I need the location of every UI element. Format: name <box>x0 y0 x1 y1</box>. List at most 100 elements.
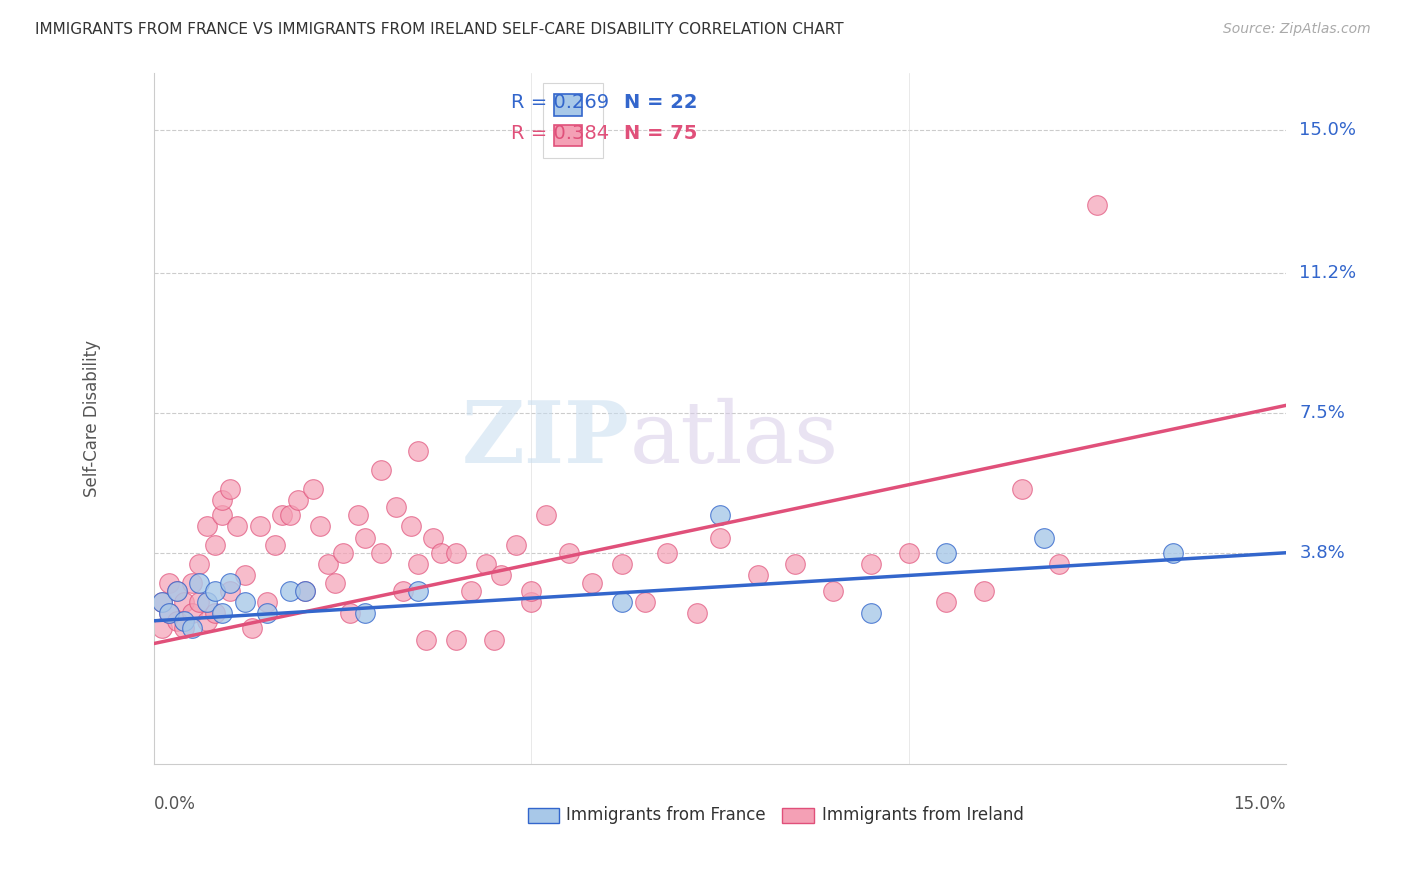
Point <box>520 595 543 609</box>
Point <box>271 508 294 522</box>
Point <box>150 621 173 635</box>
Text: 15.0%: 15.0% <box>1233 795 1285 813</box>
Point <box>610 595 633 609</box>
Point <box>422 531 444 545</box>
Text: 15.0%: 15.0% <box>1299 120 1357 138</box>
Point <box>347 508 370 522</box>
Point <box>204 606 226 620</box>
Point <box>173 621 195 635</box>
Point <box>370 546 392 560</box>
Point <box>1047 557 1070 571</box>
Point <box>392 583 415 598</box>
Text: N = 22: N = 22 <box>624 93 697 112</box>
Point <box>444 546 467 560</box>
Text: 7.5%: 7.5% <box>1299 404 1346 422</box>
Point <box>218 482 240 496</box>
Point <box>747 568 769 582</box>
Point <box>536 508 558 522</box>
Point <box>309 519 332 533</box>
Point <box>166 614 188 628</box>
Point <box>460 583 482 598</box>
Point <box>188 557 211 571</box>
Point <box>256 606 278 620</box>
Point <box>482 632 505 647</box>
Text: atlas: atlas <box>630 398 838 481</box>
FancyBboxPatch shape <box>782 808 814 823</box>
Point <box>399 519 422 533</box>
Point <box>354 531 377 545</box>
Point <box>558 546 581 560</box>
Point <box>1033 531 1056 545</box>
Point <box>294 583 316 598</box>
Point <box>316 557 339 571</box>
Point <box>226 519 249 533</box>
Point <box>173 595 195 609</box>
Point <box>897 546 920 560</box>
Point <box>785 557 807 571</box>
Point <box>195 614 218 628</box>
Text: Immigrants from France: Immigrants from France <box>567 805 766 824</box>
Point <box>384 500 406 515</box>
Point <box>218 576 240 591</box>
Point <box>211 508 233 522</box>
Point <box>505 538 527 552</box>
Point <box>332 546 354 560</box>
Point <box>444 632 467 647</box>
Point <box>581 576 603 591</box>
Point <box>415 632 437 647</box>
Point <box>610 557 633 571</box>
Point <box>475 557 498 571</box>
Point <box>204 538 226 552</box>
Point <box>633 595 655 609</box>
Text: Immigrants from Ireland: Immigrants from Ireland <box>821 805 1024 824</box>
Point <box>686 606 709 620</box>
Point <box>204 583 226 598</box>
Point <box>218 583 240 598</box>
Point <box>195 519 218 533</box>
Text: 11.2%: 11.2% <box>1299 264 1357 282</box>
Point <box>520 583 543 598</box>
Point <box>211 492 233 507</box>
Point <box>233 595 256 609</box>
Text: Self-Care Disability: Self-Care Disability <box>83 340 101 497</box>
Point <box>195 595 218 609</box>
Point <box>709 531 731 545</box>
Point <box>935 546 957 560</box>
Point <box>157 606 180 620</box>
Point <box>173 614 195 628</box>
Point <box>709 508 731 522</box>
Point <box>1011 482 1033 496</box>
Point <box>859 557 882 571</box>
Point <box>181 621 204 635</box>
Point <box>294 583 316 598</box>
Point <box>655 546 678 560</box>
Point <box>301 482 323 496</box>
Point <box>211 606 233 620</box>
Point <box>859 606 882 620</box>
Point <box>240 621 263 635</box>
Point <box>323 576 346 591</box>
Text: R = 0.384: R = 0.384 <box>510 124 609 144</box>
Point <box>150 595 173 609</box>
Point <box>157 606 180 620</box>
Point <box>489 568 512 582</box>
Point <box>157 576 180 591</box>
FancyBboxPatch shape <box>527 808 560 823</box>
Point <box>339 606 361 620</box>
Point <box>430 546 453 560</box>
Point <box>278 583 301 598</box>
Point <box>823 583 845 598</box>
Point <box>188 595 211 609</box>
Point <box>287 492 309 507</box>
Point <box>278 508 301 522</box>
Point <box>1161 546 1184 560</box>
Point <box>181 576 204 591</box>
Point <box>406 443 429 458</box>
Text: ZIP: ZIP <box>461 398 630 482</box>
Point <box>166 583 188 598</box>
Text: Source: ZipAtlas.com: Source: ZipAtlas.com <box>1223 22 1371 37</box>
Point <box>233 568 256 582</box>
Point <box>1085 198 1108 212</box>
Point <box>256 595 278 609</box>
Text: IMMIGRANTS FROM FRANCE VS IMMIGRANTS FROM IRELAND SELF-CARE DISABILITY CORRELATI: IMMIGRANTS FROM FRANCE VS IMMIGRANTS FRO… <box>35 22 844 37</box>
